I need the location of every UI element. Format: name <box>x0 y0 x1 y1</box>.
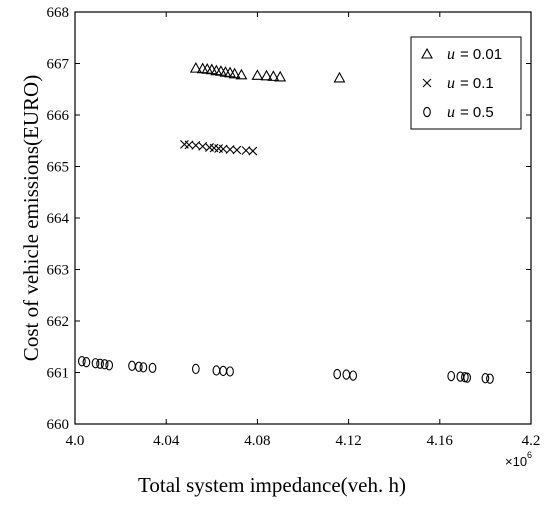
x-tick-label: 4.04 <box>153 433 180 449</box>
data-point <box>148 362 157 374</box>
data-point <box>267 70 280 81</box>
x-tick-label: 4.08 <box>244 433 270 449</box>
data-point <box>447 370 456 382</box>
data-point <box>82 357 91 368</box>
y-tick-label: 661 <box>47 366 70 382</box>
data-point <box>232 145 242 155</box>
data-point <box>481 373 490 384</box>
y-tick-label: 666 <box>47 108 70 124</box>
y-tick-label: 660 <box>47 417 70 433</box>
data-point <box>226 366 234 377</box>
data-point <box>486 373 494 384</box>
series-2 <box>77 356 494 384</box>
y-axis-ticks: 660 661 662 663 664 665 666 667 668 <box>47 5 531 433</box>
x-tick-label: 4.16 <box>427 433 454 449</box>
data-point <box>333 368 342 380</box>
x-tick-label: 4.2 <box>522 433 541 449</box>
y-tick-label: 665 <box>47 160 70 176</box>
data-point <box>248 146 258 156</box>
y-axis-title: Cost of vehicle emissions(EURO) <box>19 75 43 361</box>
data-point <box>184 140 194 150</box>
data-point <box>91 358 100 369</box>
legend-value: = 0.1 <box>460 75 494 92</box>
data-point <box>349 370 358 381</box>
data-point <box>463 372 472 383</box>
legend-marker <box>421 47 433 59</box>
x-multiplier-exponent: 6 <box>527 450 532 460</box>
data-point <box>235 68 248 80</box>
data-point <box>134 361 143 372</box>
legend-variable: u <box>447 46 455 63</box>
legend-value: = 0.5 <box>460 104 494 121</box>
data-point <box>96 358 104 369</box>
data-point <box>333 71 346 83</box>
data-point <box>105 360 114 371</box>
data-point <box>228 67 241 79</box>
data-point <box>274 70 287 82</box>
y-tick-label: 664 <box>47 211 70 227</box>
legend-marker <box>422 78 432 88</box>
data-point <box>191 363 200 375</box>
legend-value: = 0.01 <box>460 46 502 63</box>
data-point <box>139 362 148 373</box>
data-point <box>225 145 235 154</box>
y-tick-label: 663 <box>47 263 70 279</box>
y-tick-label: 662 <box>47 314 70 330</box>
data-point <box>260 69 273 81</box>
y-tick-label: 668 <box>47 5 70 21</box>
legend-marker <box>423 106 431 118</box>
series-1 <box>180 139 258 156</box>
data-point <box>241 146 251 155</box>
legend: u = 0.01 u = 0.1 u = 0.5 <box>410 36 522 130</box>
legend-variable: u <box>447 104 455 121</box>
x-axis-ticks: 4.0 4.04 4.08 4.12 4.16 4.2 <box>66 12 541 449</box>
x-multiplier: ×10 6 <box>505 450 532 469</box>
series-0 <box>189 62 346 83</box>
x-multiplier-base: ×10 <box>505 454 527 469</box>
data-point <box>251 69 264 80</box>
data-points <box>77 62 494 384</box>
x-tick-label: 4.12 <box>335 433 361 449</box>
data-point <box>100 359 109 370</box>
x-tick-label: 4.0 <box>66 433 85 449</box>
x-axis-title: Total system impedance(veh. h) <box>138 473 406 497</box>
data-point <box>218 144 228 154</box>
data-point <box>77 356 86 367</box>
data-point <box>189 62 202 73</box>
y-tick-label: 667 <box>47 57 70 73</box>
legend-variable: u <box>447 75 455 92</box>
